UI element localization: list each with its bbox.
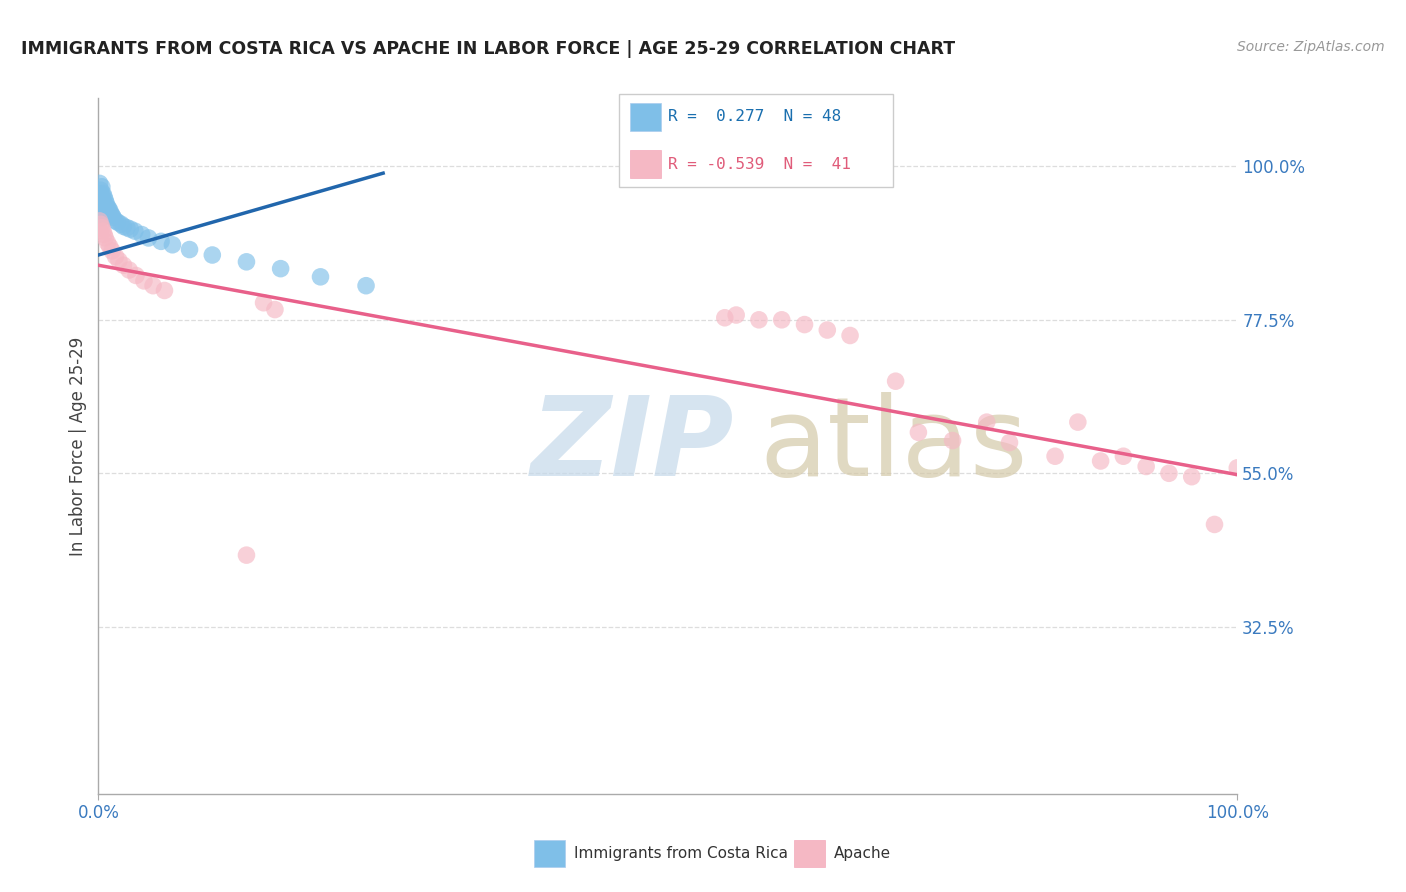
Point	[132, 274, 155, 288]
Point	[89, 203, 111, 218]
Point	[793, 318, 815, 332]
Text: R =  0.277  N = 48: R = 0.277 N = 48	[668, 110, 841, 124]
Point	[91, 209, 114, 223]
Point	[94, 200, 117, 214]
Point	[1135, 459, 1157, 474]
Point	[108, 253, 131, 268]
Point	[98, 240, 121, 254]
Point	[725, 308, 748, 322]
Point	[162, 237, 184, 252]
Text: Immigrants from Costa Rica: Immigrants from Costa Rica	[574, 847, 787, 861]
Point	[309, 269, 332, 284]
Point	[107, 215, 129, 229]
Point	[91, 186, 114, 201]
Text: Apache: Apache	[834, 847, 891, 861]
Point	[89, 200, 111, 214]
Point	[90, 211, 112, 225]
Point	[98, 203, 121, 218]
Point	[138, 231, 160, 245]
Point	[103, 211, 125, 225]
Point	[839, 328, 862, 343]
Point	[124, 224, 146, 238]
Point	[96, 197, 118, 211]
Point	[907, 425, 929, 440]
Point	[942, 434, 965, 448]
Point	[1043, 449, 1066, 463]
Point	[264, 302, 287, 317]
Point	[90, 197, 112, 211]
Point	[118, 263, 141, 277]
Point	[89, 214, 111, 228]
Point	[93, 227, 115, 242]
Point	[90, 217, 112, 231]
Point	[998, 435, 1021, 450]
Point	[235, 255, 257, 269]
Point	[90, 183, 112, 197]
Point	[235, 548, 257, 562]
Point	[94, 194, 117, 208]
Point	[125, 268, 148, 283]
Point	[101, 209, 124, 223]
Point	[179, 243, 201, 257]
Point	[131, 227, 153, 242]
Text: ZIP: ZIP	[531, 392, 735, 500]
Point	[153, 284, 176, 298]
Point	[354, 278, 377, 293]
Point	[90, 207, 112, 221]
Point	[1112, 449, 1135, 463]
Text: IMMIGRANTS FROM COSTA RICA VS APACHE IN LABOR FORCE | AGE 25-29 CORRELATION CHAR: IMMIGRANTS FROM COSTA RICA VS APACHE IN …	[21, 40, 955, 58]
Point	[90, 220, 112, 235]
Point	[770, 313, 793, 327]
Point	[1090, 454, 1112, 468]
Text: Source: ZipAtlas.com: Source: ZipAtlas.com	[1237, 40, 1385, 54]
Point	[142, 278, 165, 293]
Text: atlas: atlas	[759, 392, 1028, 500]
Point	[93, 197, 115, 211]
Point	[89, 186, 111, 201]
Point	[100, 207, 122, 221]
Point	[104, 249, 127, 263]
Point	[1067, 415, 1090, 429]
Point	[815, 323, 838, 337]
Point	[91, 200, 114, 214]
Point	[90, 179, 112, 194]
Point	[120, 222, 142, 236]
Point	[112, 258, 135, 272]
Text: R = -0.539  N =  41: R = -0.539 N = 41	[668, 157, 851, 171]
Point	[150, 235, 173, 249]
Point	[89, 177, 111, 191]
Point	[90, 190, 112, 204]
Point	[1226, 460, 1249, 475]
Point	[110, 217, 132, 231]
Point	[96, 235, 118, 250]
Point	[93, 190, 115, 204]
Point	[252, 295, 274, 310]
Point	[91, 194, 114, 208]
Point	[91, 224, 114, 238]
Point	[976, 415, 998, 429]
Point	[115, 220, 138, 235]
Point	[104, 214, 127, 228]
Point	[201, 248, 224, 262]
Point	[96, 200, 118, 214]
Point	[97, 202, 120, 216]
Point	[94, 231, 117, 245]
Point	[1204, 517, 1226, 532]
Point	[112, 219, 135, 234]
Point	[1157, 467, 1180, 481]
Point	[748, 313, 770, 327]
Point	[270, 261, 292, 276]
Point	[90, 194, 112, 209]
Point	[93, 203, 115, 218]
Point	[1181, 469, 1204, 483]
Point	[96, 205, 118, 219]
Point	[90, 202, 112, 216]
Point	[90, 188, 112, 202]
Point	[714, 310, 737, 325]
Point	[884, 374, 907, 388]
Y-axis label: In Labor Force | Age 25-29: In Labor Force | Age 25-29	[69, 336, 87, 556]
Point	[89, 194, 111, 208]
Point	[101, 244, 124, 258]
